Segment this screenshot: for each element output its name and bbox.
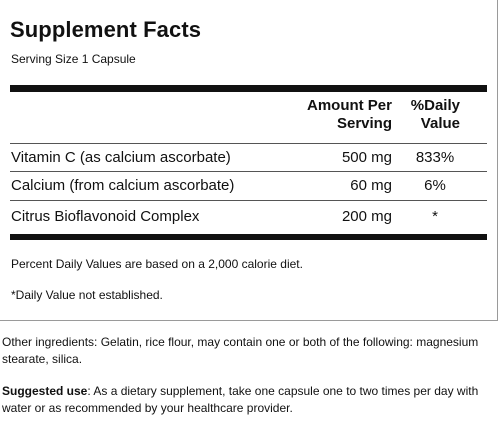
nutrient-name: Citrus Bioflavonoid Complex bbox=[11, 208, 200, 225]
thick-divider-top bbox=[10, 85, 487, 92]
row-divider bbox=[10, 143, 487, 144]
amount-header-line1: Amount Per bbox=[306, 97, 392, 114]
thick-divider-bottom bbox=[10, 234, 487, 240]
nutrient-daily-value: 6% bbox=[424, 177, 446, 194]
amount-per-serving-header: Amount Per Serving bbox=[260, 97, 392, 133]
supplement-facts-panel: Supplement Facts Serving Size 1 Capsule … bbox=[0, 0, 498, 321]
percent-daily-value-note: Percent Daily Values are based on a 2,00… bbox=[11, 257, 303, 271]
nutrient-name: Vitamin C (as calcium ascorbate) bbox=[11, 149, 231, 166]
row-divider bbox=[10, 200, 487, 201]
other-ingredients: Other ingredients: Gelatin, rice flour, … bbox=[2, 335, 479, 366]
dv-header-line2: Value bbox=[420, 115, 460, 132]
row-divider bbox=[10, 171, 487, 172]
suggested-use: Suggested use: As a dietary supplement, … bbox=[2, 383, 494, 417]
daily-value-not-established-note: *Daily Value not established. bbox=[11, 288, 163, 302]
suggested-use-text: : As a dietary supplement, take one caps… bbox=[2, 384, 479, 415]
nutrient-amount: 60 mg bbox=[350, 177, 392, 194]
suggested-use-label: Suggested use bbox=[2, 384, 88, 398]
dv-header-line1: %Daily bbox=[410, 97, 460, 114]
amount-header-line2: Serving bbox=[336, 115, 392, 132]
nutrient-amount: 500 mg bbox=[341, 149, 392, 166]
daily-value-header: %Daily Value bbox=[400, 97, 460, 133]
nutrient-name: Calcium (from calcium ascorbate) bbox=[11, 177, 235, 194]
panel-title: Supplement Facts bbox=[10, 17, 202, 42]
nutrient-daily-value: * bbox=[432, 208, 438, 225]
serving-size: Serving Size 1 Capsule bbox=[11, 52, 136, 66]
nutrient-amount: 200 mg bbox=[341, 208, 392, 225]
nutrient-daily-value: 833% bbox=[415, 149, 455, 166]
